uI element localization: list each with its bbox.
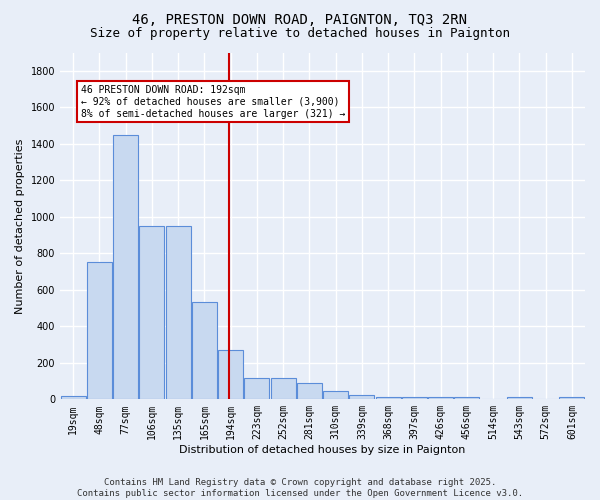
Bar: [113, 134, 138, 400]
X-axis label: Distribution of detached houses by size in Paignton: Distribution of detached houses by size …: [179, 445, 466, 455]
Text: Contains HM Land Registry data © Crown copyright and database right 2025.
Contai: Contains HM Land Registry data © Crown c…: [77, 478, 523, 498]
Bar: [244, 378, 269, 400]
Text: Size of property relative to detached houses in Paignton: Size of property relative to detached ho…: [90, 28, 510, 40]
Bar: [428, 396, 453, 400]
Bar: [323, 391, 348, 400]
Y-axis label: Number of detached properties: Number of detached properties: [15, 138, 25, 314]
Bar: [87, 262, 112, 400]
Bar: [166, 226, 191, 400]
Text: 46, PRESTON DOWN ROAD, PAIGNTON, TQ3 2RN: 46, PRESTON DOWN ROAD, PAIGNTON, TQ3 2RN: [133, 12, 467, 26]
Bar: [349, 395, 374, 400]
Bar: [297, 383, 322, 400]
Bar: [559, 396, 584, 400]
Bar: [192, 302, 217, 400]
Bar: [507, 396, 532, 400]
Bar: [376, 396, 401, 400]
Bar: [271, 378, 296, 400]
Bar: [454, 396, 479, 400]
Bar: [61, 396, 86, 400]
Bar: [139, 226, 164, 400]
Bar: [402, 396, 427, 400]
Bar: [218, 350, 243, 400]
Text: 46 PRESTON DOWN ROAD: 192sqm
← 92% of detached houses are smaller (3,900)
8% of : 46 PRESTON DOWN ROAD: 192sqm ← 92% of de…: [80, 86, 345, 118]
